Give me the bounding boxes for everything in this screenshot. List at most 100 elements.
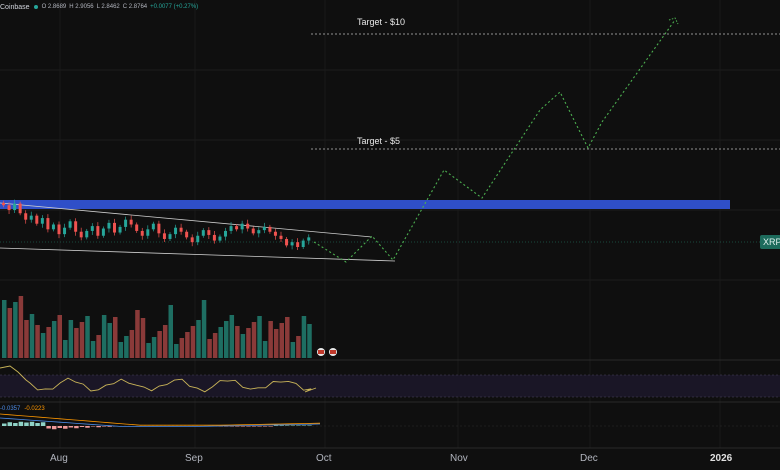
volume-bar <box>257 316 262 358</box>
time-axis-label: 2026 <box>710 453 733 464</box>
macd-histogram-bar <box>296 425 301 426</box>
macd-histogram-bar <box>18 421 24 426</box>
candle-body <box>157 223 161 234</box>
macd-histogram-bar <box>7 422 13 426</box>
volume-bar <box>18 296 24 358</box>
volume-bar <box>212 333 218 358</box>
candle-body <box>146 229 150 236</box>
volume-bar <box>196 320 201 358</box>
volume-bar <box>296 336 301 358</box>
symbol-header: Coinbase O 2.8689 H 2.9056 L 2.8462 C 2.876… <box>0 0 201 14</box>
macd-values: -0.0357 -0.0223 <box>0 406 45 412</box>
candle-body <box>101 228 105 236</box>
macd-histogram-bar <box>268 426 273 427</box>
macd-histogram-bar <box>46 426 51 429</box>
macd-histogram-bar <box>90 426 96 427</box>
candle-body <box>29 215 33 220</box>
candle-body <box>118 226 122 233</box>
candle-body <box>185 231 189 238</box>
volume-bar <box>268 321 273 358</box>
candle-body <box>46 218 50 230</box>
volume-bar <box>2 300 7 358</box>
volume-bar <box>46 327 51 358</box>
volume-bar <box>240 334 246 358</box>
candle-body <box>51 224 55 230</box>
time-axis-label: Sep <box>185 453 203 464</box>
volume-bar <box>307 324 312 358</box>
exchange-name: Coinbase <box>0 3 30 11</box>
macd-histogram-bar <box>51 426 57 430</box>
projection-line <box>313 19 676 263</box>
volume-bar <box>151 337 157 358</box>
volume-bar <box>251 322 257 358</box>
wedge-upper-line <box>0 202 373 238</box>
macd-histogram-bar <box>279 425 284 426</box>
candle-body <box>24 213 28 220</box>
time-axis-label: Dec <box>580 453 598 464</box>
rsi-line <box>0 365 317 393</box>
volume-bar <box>229 315 235 358</box>
target-5-label[interactable]: Target - $5 <box>357 136 401 146</box>
projection-path[interactable] <box>313 17 679 263</box>
candle-body <box>235 226 239 230</box>
rsi-pane <box>0 365 780 398</box>
volume-bar <box>135 310 140 358</box>
volume-bar <box>124 336 129 358</box>
falling-wedge[interactable] <box>0 202 396 262</box>
target-10-label[interactable]: Target - $10 <box>357 17 406 27</box>
volume-bar <box>140 318 146 358</box>
macd-histogram-bar <box>107 426 112 427</box>
candle-body <box>257 230 261 234</box>
target-lines[interactable] <box>311 33 780 150</box>
candle-body <box>251 228 255 234</box>
candle-body <box>68 221 72 228</box>
candle-body <box>140 230 144 236</box>
volume-bar <box>118 342 124 358</box>
flag-icon <box>318 350 324 354</box>
candle-body <box>273 231 277 236</box>
resistance-zone[interactable] <box>0 200 730 209</box>
volume-bar <box>79 322 85 358</box>
volume-bar <box>168 305 173 358</box>
macd-histogram-bar <box>40 422 46 426</box>
wedge-lower-line <box>0 247 396 262</box>
candle-body <box>162 233 166 239</box>
macd-line <box>0 417 321 427</box>
candle-body <box>262 226 266 231</box>
macd-histogram-bar <box>240 426 246 427</box>
ohlc-value: H 2.9056 <box>69 4 94 10</box>
price-tag: XRP <box>760 235 780 249</box>
candle-body <box>285 238 289 246</box>
candle-body <box>135 224 139 231</box>
volume-bar <box>107 323 112 358</box>
candle-body <box>18 203 22 214</box>
macd-histogram-bar <box>229 426 235 427</box>
candle-body <box>179 227 183 232</box>
volume-bar <box>13 302 18 358</box>
volume-bar <box>190 326 196 358</box>
candle-body <box>224 230 227 237</box>
event-icons[interactable] <box>317 348 337 356</box>
candle-body <box>129 219 133 225</box>
candle-body <box>279 235 283 239</box>
macd-histogram-bar <box>235 426 240 427</box>
candle-body <box>268 226 272 232</box>
time-axis-label: Nov <box>450 453 468 464</box>
volume-bar <box>24 320 29 358</box>
volume-bar <box>174 344 179 358</box>
signal-value: -0.0223 <box>24 406 45 412</box>
candle-body <box>301 240 305 247</box>
candle-body <box>40 218 44 224</box>
volume-bar <box>146 343 151 358</box>
macd-histogram-bar <box>24 422 29 426</box>
ohlc-value: O 2.8689 <box>41 4 67 10</box>
candle-body <box>107 222 111 229</box>
volume-bar <box>51 321 57 358</box>
candle-body <box>196 235 200 243</box>
volume-bar <box>96 335 101 358</box>
volume-bar <box>29 314 35 358</box>
candle-body <box>174 227 178 235</box>
candle-body <box>207 230 211 235</box>
volume-bar <box>235 326 240 358</box>
